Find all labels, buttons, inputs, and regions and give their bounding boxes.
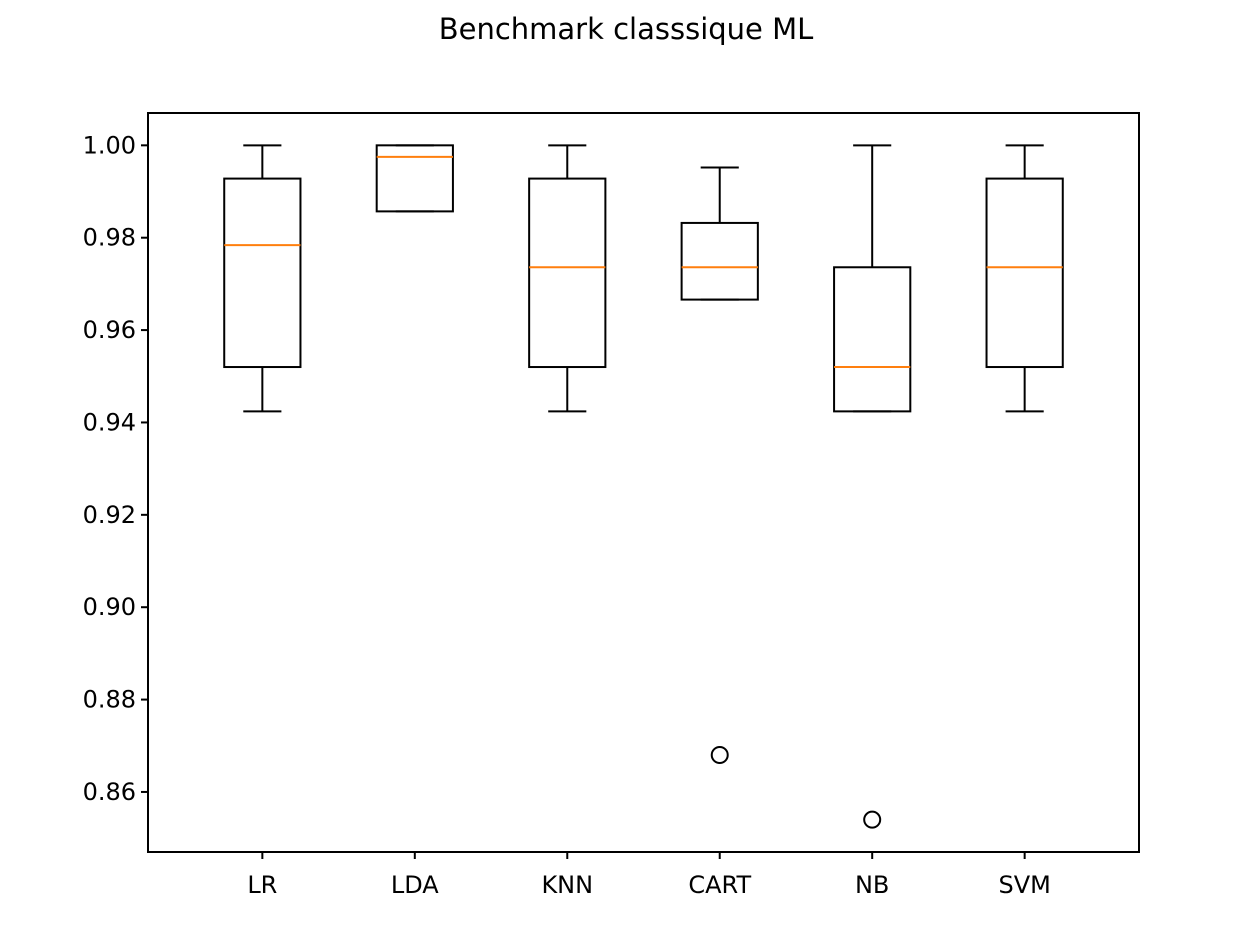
box-cart: [680, 221, 759, 301]
y-tick-label: 0.92: [83, 501, 136, 529]
chart-title: Benchmark classsique ML: [438, 12, 814, 46]
outlier-point: [863, 810, 882, 829]
x-tick-label: SVM: [998, 871, 1050, 899]
x-tick-label: LR: [247, 871, 277, 899]
y-tick-label: 0.88: [83, 686, 136, 714]
y-tick-label: 1.00: [83, 131, 136, 159]
box-nb: [833, 266, 912, 413]
y-tick-label: 0.94: [83, 408, 136, 436]
box-knn: [528, 177, 607, 369]
box-lda: [375, 144, 454, 213]
y-tick-label: 0.96: [83, 316, 136, 344]
box-lr: [223, 177, 302, 369]
outlier-point: [710, 746, 729, 765]
x-tick-label: CART: [688, 871, 751, 899]
y-tick-label: 0.86: [83, 778, 136, 806]
x-tick-label: LDA: [391, 871, 439, 899]
x-tick-label: KNN: [541, 871, 593, 899]
y-tick-label: 0.98: [83, 224, 136, 252]
box-svm: [985, 177, 1064, 369]
x-tick-label: NB: [855, 871, 889, 899]
y-tick-label: 0.90: [83, 593, 136, 621]
axes-frame: [147, 112, 1140, 853]
